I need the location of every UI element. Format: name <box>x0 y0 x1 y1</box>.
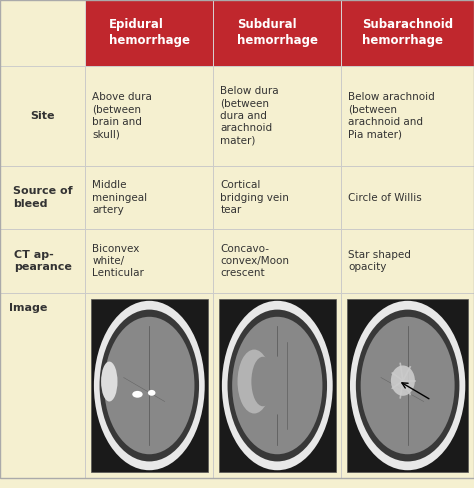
FancyBboxPatch shape <box>341 293 474 478</box>
Ellipse shape <box>263 356 301 415</box>
FancyBboxPatch shape <box>219 299 336 472</box>
FancyBboxPatch shape <box>213 0 341 66</box>
FancyBboxPatch shape <box>85 0 213 66</box>
FancyBboxPatch shape <box>0 229 85 293</box>
FancyBboxPatch shape <box>0 0 85 66</box>
Ellipse shape <box>94 301 205 470</box>
FancyBboxPatch shape <box>341 0 474 66</box>
Text: Source of
bleed: Source of bleed <box>13 186 73 209</box>
Ellipse shape <box>237 349 271 413</box>
FancyBboxPatch shape <box>213 229 341 293</box>
Ellipse shape <box>350 301 465 470</box>
Ellipse shape <box>356 309 459 462</box>
Ellipse shape <box>391 366 415 396</box>
FancyBboxPatch shape <box>341 166 474 229</box>
Ellipse shape <box>228 309 327 462</box>
FancyBboxPatch shape <box>85 166 213 229</box>
Text: Middle
meningeal
artery: Middle meningeal artery <box>92 180 147 215</box>
FancyBboxPatch shape <box>341 229 474 293</box>
Ellipse shape <box>104 317 194 454</box>
Ellipse shape <box>222 301 333 470</box>
Text: Site: Site <box>30 111 55 121</box>
Text: Concavo-
convex/Moon
crescent: Concavo- convex/Moon crescent <box>220 244 290 279</box>
FancyBboxPatch shape <box>0 293 85 478</box>
Text: Circle of Willis: Circle of Willis <box>348 193 422 203</box>
FancyBboxPatch shape <box>213 166 341 229</box>
Ellipse shape <box>251 357 274 407</box>
FancyBboxPatch shape <box>91 299 208 472</box>
Text: Below dura
(between
dura and
arachnoid
mater): Below dura (between dura and arachnoid m… <box>220 86 279 146</box>
Text: CT ap-
pearance: CT ap- pearance <box>14 250 72 272</box>
Ellipse shape <box>361 317 455 454</box>
Ellipse shape <box>148 390 155 396</box>
FancyBboxPatch shape <box>85 229 213 293</box>
FancyBboxPatch shape <box>341 66 474 166</box>
FancyBboxPatch shape <box>213 66 341 166</box>
FancyBboxPatch shape <box>85 293 213 478</box>
Text: Star shaped
opacity: Star shaped opacity <box>348 250 411 272</box>
Ellipse shape <box>101 362 118 402</box>
FancyBboxPatch shape <box>0 166 85 229</box>
FancyBboxPatch shape <box>213 293 341 478</box>
FancyBboxPatch shape <box>347 299 468 472</box>
Ellipse shape <box>132 391 143 398</box>
FancyBboxPatch shape <box>0 66 85 166</box>
Text: Below arachnoid
(between
arachnoid and
Pia mater): Below arachnoid (between arachnoid and P… <box>348 92 435 140</box>
Ellipse shape <box>232 317 322 454</box>
Text: Image: Image <box>9 303 48 312</box>
Text: Subdural
hemorrhage: Subdural hemorrhage <box>237 19 318 47</box>
Text: Subarachnoid
hemorrhage: Subarachnoid hemorrhage <box>362 19 453 47</box>
FancyBboxPatch shape <box>85 66 213 166</box>
Text: Epidural
hemorrhage: Epidural hemorrhage <box>109 19 190 47</box>
Text: Above dura
(between
brain and
skull): Above dura (between brain and skull) <box>92 92 152 140</box>
Text: Biconvex
white/
Lenticular: Biconvex white/ Lenticular <box>92 244 144 279</box>
Ellipse shape <box>100 309 199 462</box>
Text: Cortical
bridging vein
tear: Cortical bridging vein tear <box>220 180 289 215</box>
